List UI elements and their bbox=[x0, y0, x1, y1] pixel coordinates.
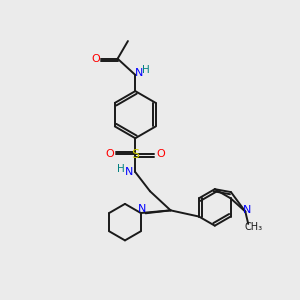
Text: N: N bbox=[138, 205, 146, 214]
Text: H: H bbox=[142, 64, 150, 75]
Text: N: N bbox=[124, 167, 133, 177]
Text: N: N bbox=[243, 205, 251, 215]
Text: CH₃: CH₃ bbox=[244, 222, 262, 232]
Text: O: O bbox=[92, 54, 100, 64]
Text: O: O bbox=[156, 149, 165, 159]
Text: O: O bbox=[106, 149, 115, 159]
Text: H: H bbox=[117, 164, 124, 174]
Text: S: S bbox=[131, 148, 139, 161]
Text: N: N bbox=[135, 68, 143, 78]
